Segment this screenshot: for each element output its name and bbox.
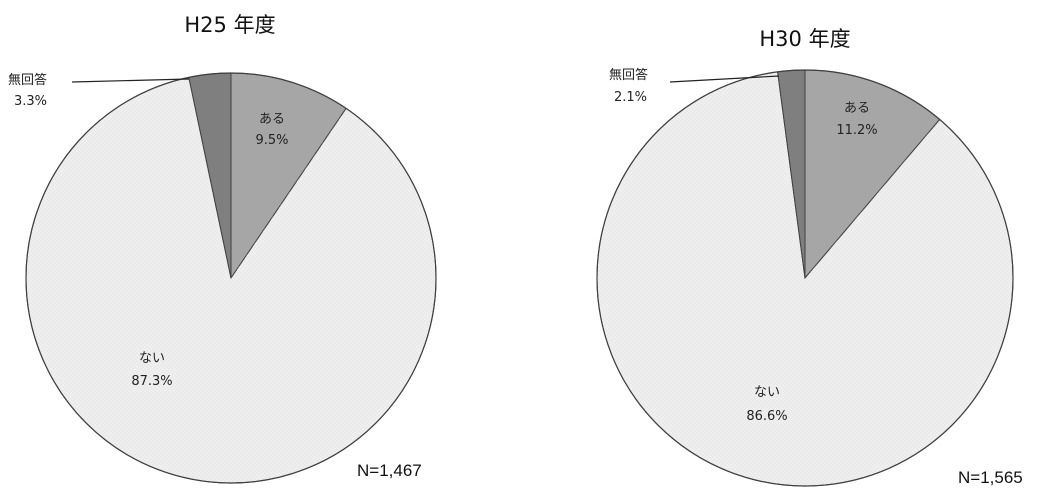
slice-label-nai: ない [754,385,780,400]
pie-slice-texture [26,77,437,483]
chart-title: H30 年度 [759,27,850,51]
pie-outline [596,69,1014,487]
slice-value-nai: 86.6% [746,409,787,424]
pie-slices [25,72,437,484]
sample-size-label: N=1,565 [958,468,1023,487]
slice-label-mukaito: 無回答 [609,67,648,83]
slice-value-nai: 87.3% [131,374,172,389]
sample-size-label: N=1,467 [357,461,422,480]
slice-label-aru: ある [259,112,285,127]
chart-title: H25 年度 [184,13,275,37]
slice-value-mukaito: 3.3% [14,94,47,109]
pie-outline [25,72,437,484]
slice-label-nai: ない [139,351,165,366]
pie-slices [596,69,1014,487]
pie-chart-h25: H25 年度 ある 9.5% ない 87.3% 無回答 3.3% N=1,467 [8,13,437,484]
slice-value-aru: 9.5% [255,133,288,148]
leader-line [71,78,190,83]
slice-label-aru: ある [844,101,870,116]
leader-line [669,75,780,83]
slice-value-aru: 11.2% [836,123,877,138]
slice-label-mukaito: 無回答 [8,72,47,88]
slice-value-mukaito: 2.1% [614,90,647,105]
pie-slice-texture [596,71,1013,486]
pie-chart-h30: H30 年度 ある 11.2% ない 86.6% 無回答 2.1% N=1,56… [596,27,1023,487]
